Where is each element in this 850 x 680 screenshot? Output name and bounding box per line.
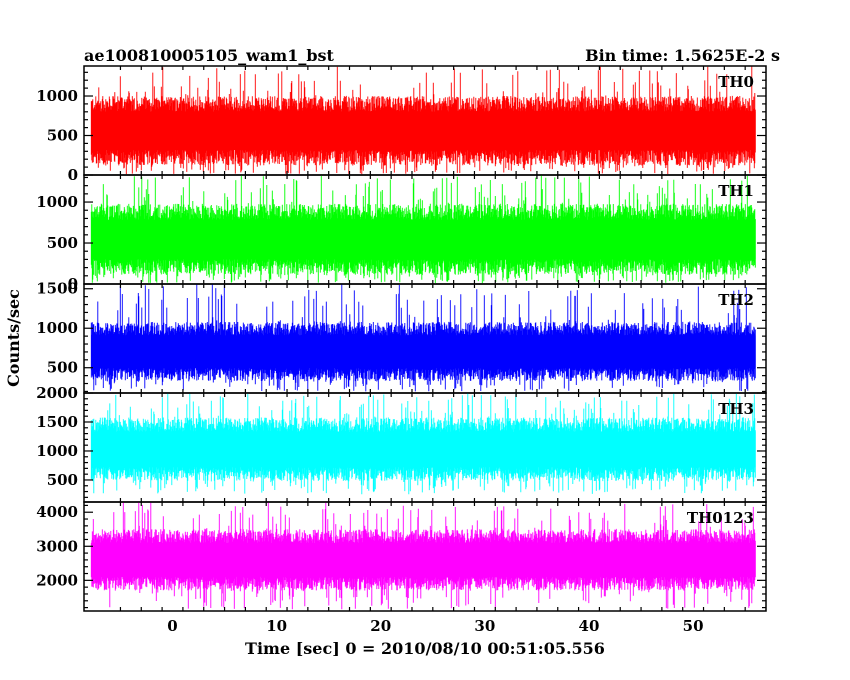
bin-time-label: Bin time: 1.5625E-2 s (585, 46, 780, 65)
y-tick-label: 4000 (36, 503, 78, 521)
panels-group: 05001000TH005001000TH150010001500TH25001… (36, 65, 767, 635)
y-axis-label: Counts/sec (4, 289, 23, 387)
x-tick-label: 10 (266, 617, 287, 635)
panel-th3: 500 1000 1500 2000 TH3 (36, 384, 767, 503)
panel-name-th2: TH2 (718, 291, 754, 309)
y-tick-label: 1000 (36, 319, 78, 337)
y-tick-label: 2000 (36, 384, 78, 402)
y-tick-label: 1000 (36, 87, 78, 105)
series-line-th0123 (90, 502, 756, 610)
x-axis-label: Time [sec] 0 = 2010/08/10 00:51:05.556 (245, 639, 605, 658)
x-tick-label: 0 (167, 617, 177, 635)
y-tick-label: 500 (47, 471, 78, 489)
y-tick-label: 500 (47, 234, 78, 252)
panel-th2: 500 1000 1500 TH2 (36, 280, 767, 394)
y-tick-label: 0 (68, 166, 78, 184)
panel-name-th0: TH0 (718, 73, 754, 91)
series-line-th0 (90, 66, 756, 175)
y-tick-label: 1500 (36, 280, 78, 298)
series-line-th1 (90, 175, 756, 284)
series-line-th3 (90, 393, 756, 495)
y-tick-label: 0 (68, 275, 78, 293)
panel-frame (83, 501, 767, 612)
y-tick-label: 1500 (36, 413, 78, 431)
x-tick-label: 20 (370, 617, 391, 635)
panel-th1: 0 500 1000 TH1 (36, 174, 767, 293)
x-tick-label: 40 (579, 617, 600, 635)
series-line-th2 (90, 284, 756, 392)
x-tick-label: 30 (474, 617, 495, 635)
x-tick-label: 50 (683, 617, 704, 635)
panel-th0: 0 500 1000 TH0 (36, 65, 767, 184)
y-tick-label: 1000 (36, 442, 78, 460)
y-tick-label: 1000 (36, 193, 78, 211)
panel-th0123: 2000 3000 4000 TH0123 (36, 501, 767, 612)
y-tick-label: 500 (47, 359, 78, 377)
panel-name-th3: TH3 (718, 400, 754, 418)
y-tick-label: 2000 (36, 571, 78, 589)
y-tick-label: 500 (47, 127, 78, 145)
y-tick-label: 3000 (36, 537, 78, 555)
chart-title: ae100810005105_wam1_bst (84, 46, 335, 65)
panel-name-th1: TH1 (718, 182, 754, 200)
panel-name-th0123: TH0123 (687, 509, 754, 527)
